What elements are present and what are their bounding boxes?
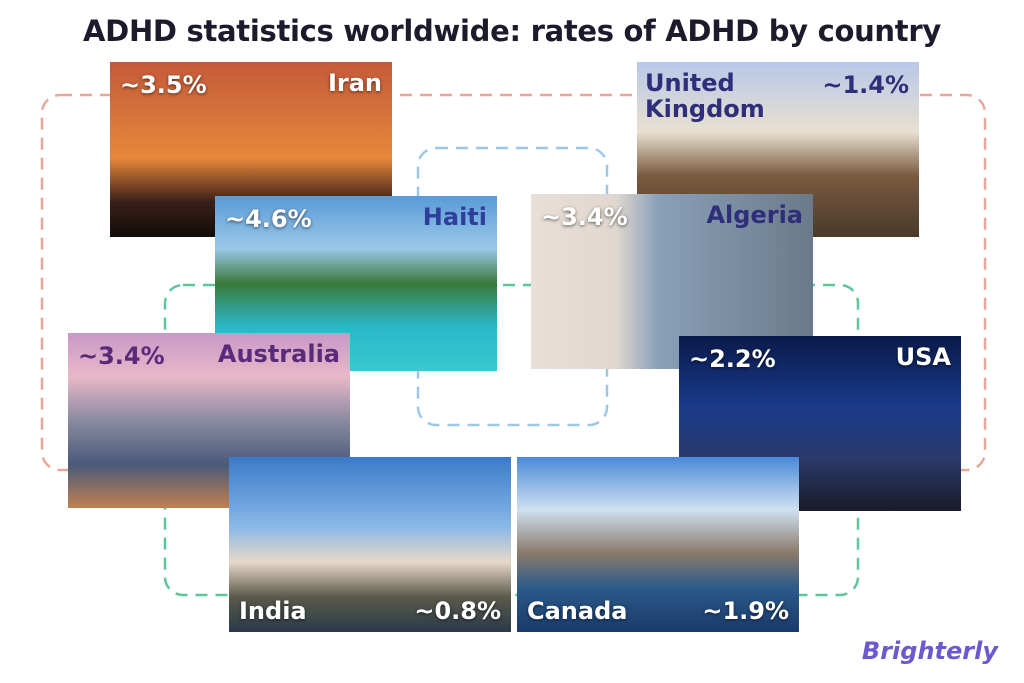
rate-label: ~3.4% <box>78 342 165 370</box>
country-label: Australia <box>217 340 340 368</box>
rate-label: ~1.4% <box>822 71 909 99</box>
country-label: Canada <box>527 597 628 625</box>
rate-label: ~0.8% <box>414 597 501 625</box>
country-label: Iran <box>327 69 382 97</box>
rate-label: ~1.9% <box>702 597 789 625</box>
logo: Brighterly <box>861 637 998 665</box>
country-card: ~1.9% Canada <box>517 457 799 632</box>
rate-label: ~2.2% <box>689 345 776 373</box>
country-label: USA <box>895 343 951 371</box>
country-label: Algeria <box>706 201 803 229</box>
title: ADHD statistics worldwide: rates of ADHD… <box>83 14 941 48</box>
frame-outer <box>40 93 987 472</box>
country-label: United Kingdom <box>645 69 765 123</box>
rate-label: ~3.5% <box>120 71 207 99</box>
country-label: India <box>239 597 307 625</box>
rate-label: ~4.6% <box>225 205 312 233</box>
country-card: ~0.8% India <box>229 457 511 632</box>
country-label: Haiti <box>422 203 487 231</box>
rate-label: ~3.4% <box>541 203 628 231</box>
